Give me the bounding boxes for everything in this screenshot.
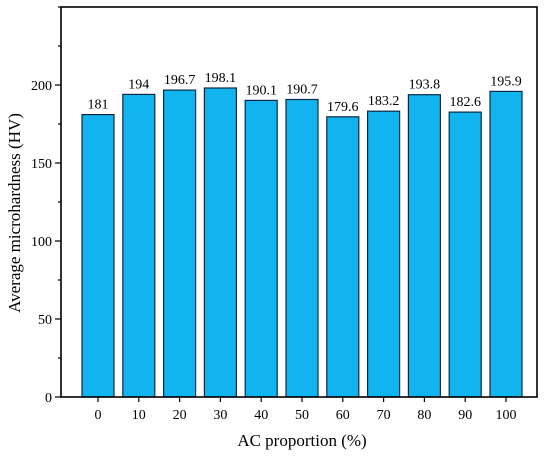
- axes-layer: 0 10 20 30 40 50 60 70 80 90 100 0 50 100 150 200: [31, 6, 538, 423]
- x-tick-label-40: 40: [254, 408, 268, 423]
- data-label-100: 195.9: [490, 74, 522, 89]
- y-tick-label-100: 100: [31, 235, 52, 250]
- data-label-40: 190.1: [245, 83, 277, 98]
- data-label-80: 193.8: [409, 78, 441, 93]
- x-tick-label-30: 30: [213, 408, 227, 423]
- bar-80: [407, 94, 441, 398]
- y-tick-label-50: 50: [38, 313, 52, 328]
- y-axis-title: Average microhardness (HV): [5, 113, 24, 313]
- x-tick-label-10: 10: [132, 408, 146, 423]
- bar-50: [285, 98, 319, 398]
- bar-40: [244, 99, 278, 398]
- data-label-70: 183.2: [368, 94, 400, 109]
- data-label-20: 196.7: [164, 73, 196, 88]
- bar-20: [163, 89, 197, 398]
- data-label-30: 198.1: [205, 71, 237, 86]
- data-label-60: 179.6: [327, 100, 359, 115]
- y-tick-label-150: 150: [31, 157, 52, 172]
- x-tick-label-60: 60: [336, 408, 350, 423]
- data-label-90: 182.6: [449, 95, 481, 110]
- x-tick-label-70: 70: [377, 408, 391, 423]
- bar-70: [367, 110, 401, 398]
- plot-frame: [60, 6, 538, 398]
- y-tick-label-200: 200: [31, 79, 52, 94]
- bar-60: [326, 116, 360, 398]
- x-tick-label-50: 50: [295, 408, 309, 423]
- x-tick-label-90: 90: [458, 408, 472, 423]
- bar-100: [489, 90, 523, 398]
- bar-90: [448, 111, 482, 398]
- x-tick-label-20: 20: [173, 408, 187, 423]
- x-tick-label-80: 80: [417, 408, 431, 423]
- y-tick-label-0: 0: [45, 391, 52, 406]
- x-tick-label-0: 0: [95, 408, 102, 423]
- bars-layer: [81, 87, 523, 398]
- bar-0: [81, 113, 115, 398]
- data-label-50: 190.7: [286, 83, 318, 98]
- x-axis-title: AC proportion (%): [237, 431, 366, 450]
- bar-30: [203, 87, 237, 398]
- bar-10: [122, 93, 156, 398]
- data-labels-layer: 181 194 196.7 198.1 190.1 190.7 179.6 183.2 193.…: [88, 71, 522, 115]
- data-label-0: 181: [88, 98, 109, 113]
- data-label-10: 194: [128, 77, 149, 92]
- x-tick-label-100: 100: [496, 408, 517, 423]
